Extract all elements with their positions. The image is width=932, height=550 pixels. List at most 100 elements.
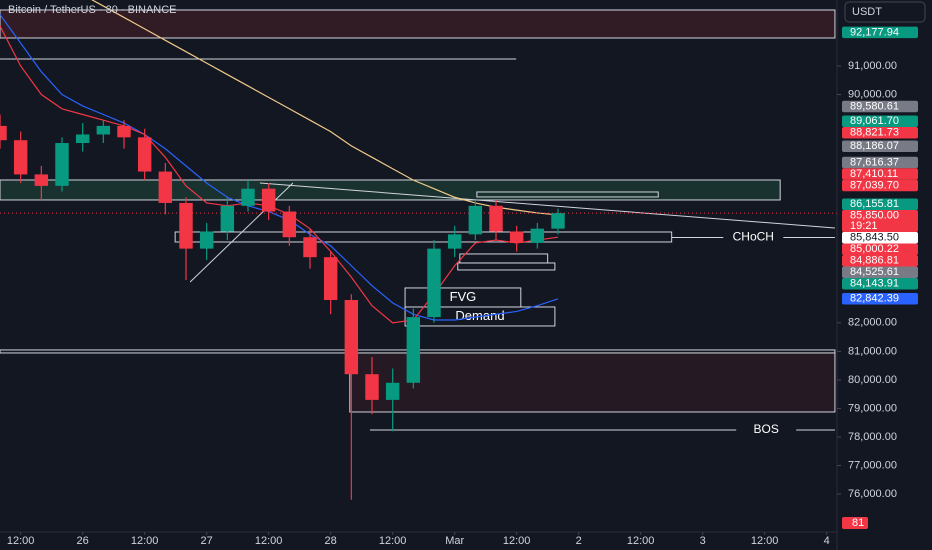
price-badge (842, 277, 918, 290)
price-badge (842, 266, 918, 278)
price-badge-label: 85,850.00 (850, 210, 899, 222)
candle-body (365, 374, 379, 400)
price-badge-label: 89,061.70 (850, 115, 899, 127)
candle-body (220, 205, 235, 232)
ma-line (0, 25, 559, 324)
candle-body (509, 231, 524, 243)
candle-body (427, 248, 441, 318)
candle-body (158, 171, 173, 203)
candle-body (34, 174, 49, 186)
price-badge-label: 84,525.61 (850, 266, 899, 278)
price-badge-label: 85,843.50 (850, 232, 899, 244)
x-tick-label: 12:00 (627, 535, 655, 547)
price-badge (842, 198, 918, 210)
x-tick-label: 12:00 (255, 535, 283, 547)
x-tick-label: 12:00 (7, 535, 35, 547)
price-badge-label: 85,000.22 (850, 243, 899, 255)
zone (457, 262, 556, 271)
candle-body (241, 188, 255, 206)
x-tick-label: 26 (77, 535, 89, 547)
zone (174, 231, 673, 243)
x-tick-label: 12:00 (751, 535, 779, 547)
candle-body (385, 382, 400, 400)
candle-body (323, 257, 338, 300)
x-tick-label: 12:00 (131, 535, 159, 547)
price-badge (842, 231, 918, 244)
drawing-line (259, 182, 835, 229)
candle-body (282, 211, 297, 238)
zone-label: Demand (455, 308, 504, 323)
candle-body (406, 317, 421, 383)
ma-line (0, 14, 559, 321)
candle-body (199, 231, 214, 249)
price-badge (842, 156, 918, 169)
price-badge (842, 127, 918, 139)
price-badge-label: 86,155.81 (850, 198, 899, 210)
label-bg (723, 230, 784, 245)
zone-label: FVG (450, 289, 477, 304)
candle-body (117, 125, 131, 138)
price-badge (842, 293, 918, 305)
candle-body (447, 234, 462, 249)
price-badge-label: 87,410.11 (850, 168, 898, 180)
volume-badge (842, 517, 868, 529)
price-badge-label: 84,143.91 (850, 278, 899, 290)
price-badge (842, 243, 918, 255)
price-badge-label: 87,039.70 (850, 179, 899, 191)
price-badge (842, 179, 918, 192)
candle-body (489, 205, 503, 232)
price-badge (842, 100, 918, 113)
candle-body (96, 125, 111, 135)
drawing-line (189, 182, 294, 283)
currency-label[interactable]: USDT (852, 6, 882, 18)
line-label: BOS (754, 422, 779, 436)
candle-body (0, 125, 7, 141)
candle-body (551, 213, 565, 229)
zone (0, 179, 781, 201)
y-tick-label: 80,000.00 (848, 374, 897, 386)
y-tick-label: 81,000.00 (848, 345, 897, 357)
price-badge-label: 82,842.39 (850, 293, 899, 305)
price-badge-label: 87,616.37 (850, 156, 899, 168)
candle-body (55, 143, 69, 186)
x-tick-label: 12:00 (503, 535, 531, 547)
x-tick-label: 3 (700, 535, 706, 547)
y-tick-label: 91,000.00 (848, 60, 897, 72)
price-badge (842, 115, 918, 128)
price-badge (842, 209, 918, 232)
currency-button[interactable] (844, 1, 926, 23)
y-tick-label: 79,000.00 (848, 402, 897, 414)
y-tick-label: 78,000.00 (848, 431, 897, 443)
candle-body (261, 188, 276, 212)
plot-area: FVG Demand CHoCH BOS (0, 0, 837, 500)
candle-body (13, 140, 28, 175)
x-tick-label: 28 (325, 535, 337, 547)
y-tick-label: 76,000.00 (848, 488, 897, 500)
price-badge (842, 26, 918, 39)
label-bg (736, 422, 797, 437)
x-tick-label: Mar (445, 535, 464, 547)
price-badge-label: 92,177.94 (850, 26, 899, 38)
price-badge-label: 88,186.07 (850, 140, 899, 152)
candle-body (303, 237, 317, 258)
countdown: 19:21 (850, 220, 878, 232)
chart-title: Bitcoin / TetherUS · 30 · BINANCE (8, 4, 177, 16)
line-label: CHoCH (733, 230, 774, 244)
x-tick-label: 27 (201, 535, 213, 547)
candle-body (75, 134, 90, 144)
y-tick-label: 77,000.00 (848, 459, 897, 471)
candle-body (137, 137, 152, 172)
candle-body (179, 202, 193, 249)
candle-body (344, 299, 359, 375)
x-tick-label: 12:00 (379, 535, 407, 547)
price-badge (842, 168, 918, 180)
volume-badge-label: 81 (852, 517, 864, 529)
x-tick-label: 4 (824, 535, 830, 547)
x-tick-label: 2 (576, 535, 582, 547)
zone (0, 9, 836, 39)
price-badge (842, 254, 918, 267)
zone (349, 352, 836, 413)
